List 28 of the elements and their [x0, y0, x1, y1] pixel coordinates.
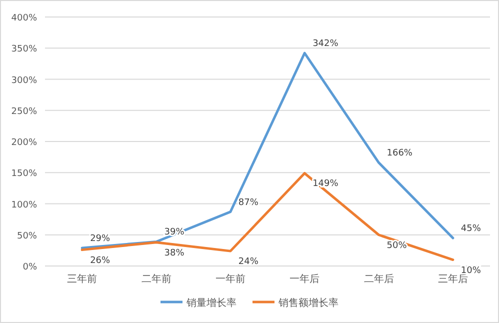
x-tick-label: 三年前	[67, 273, 98, 285]
y-tick-label: 50%	[16, 231, 38, 242]
data-label: 45%	[460, 224, 482, 234]
data-label: 38%	[164, 248, 185, 258]
line-series	[80, 52, 454, 250]
data-label: 26%	[90, 256, 111, 266]
data-label: 166%	[386, 148, 413, 159]
x-tick-label: 二年前	[141, 273, 172, 285]
y-tick-label: 100%	[11, 200, 38, 210]
y-tick-label: 0%	[22, 262, 38, 272]
data-label: 87%	[238, 198, 259, 208]
y-tick-label: 150%	[11, 169, 38, 180]
y-tick-label: 400%	[11, 14, 38, 24]
y-tick-label: 250%	[11, 106, 38, 117]
legend-label: 销量增长率	[186, 297, 236, 309]
legend-label: 销售额增长率	[278, 297, 338, 309]
data-label: 10%	[460, 266, 482, 276]
y-tick-label: 200%	[11, 138, 38, 148]
x-tick-label: 三年后	[438, 273, 468, 285]
x-tick-label: 一年后	[290, 273, 320, 285]
y-tick-label: 350%	[11, 44, 38, 55]
data-label: 342%	[312, 39, 339, 50]
y-tick-label: 300%	[11, 76, 38, 86]
x-tick-label: 一年前	[215, 273, 246, 285]
x-tick-label: 二年后	[364, 273, 394, 285]
data-label: 29%	[90, 234, 111, 244]
data-label: 50%	[386, 240, 408, 251]
data-label: 24%	[238, 257, 259, 268]
